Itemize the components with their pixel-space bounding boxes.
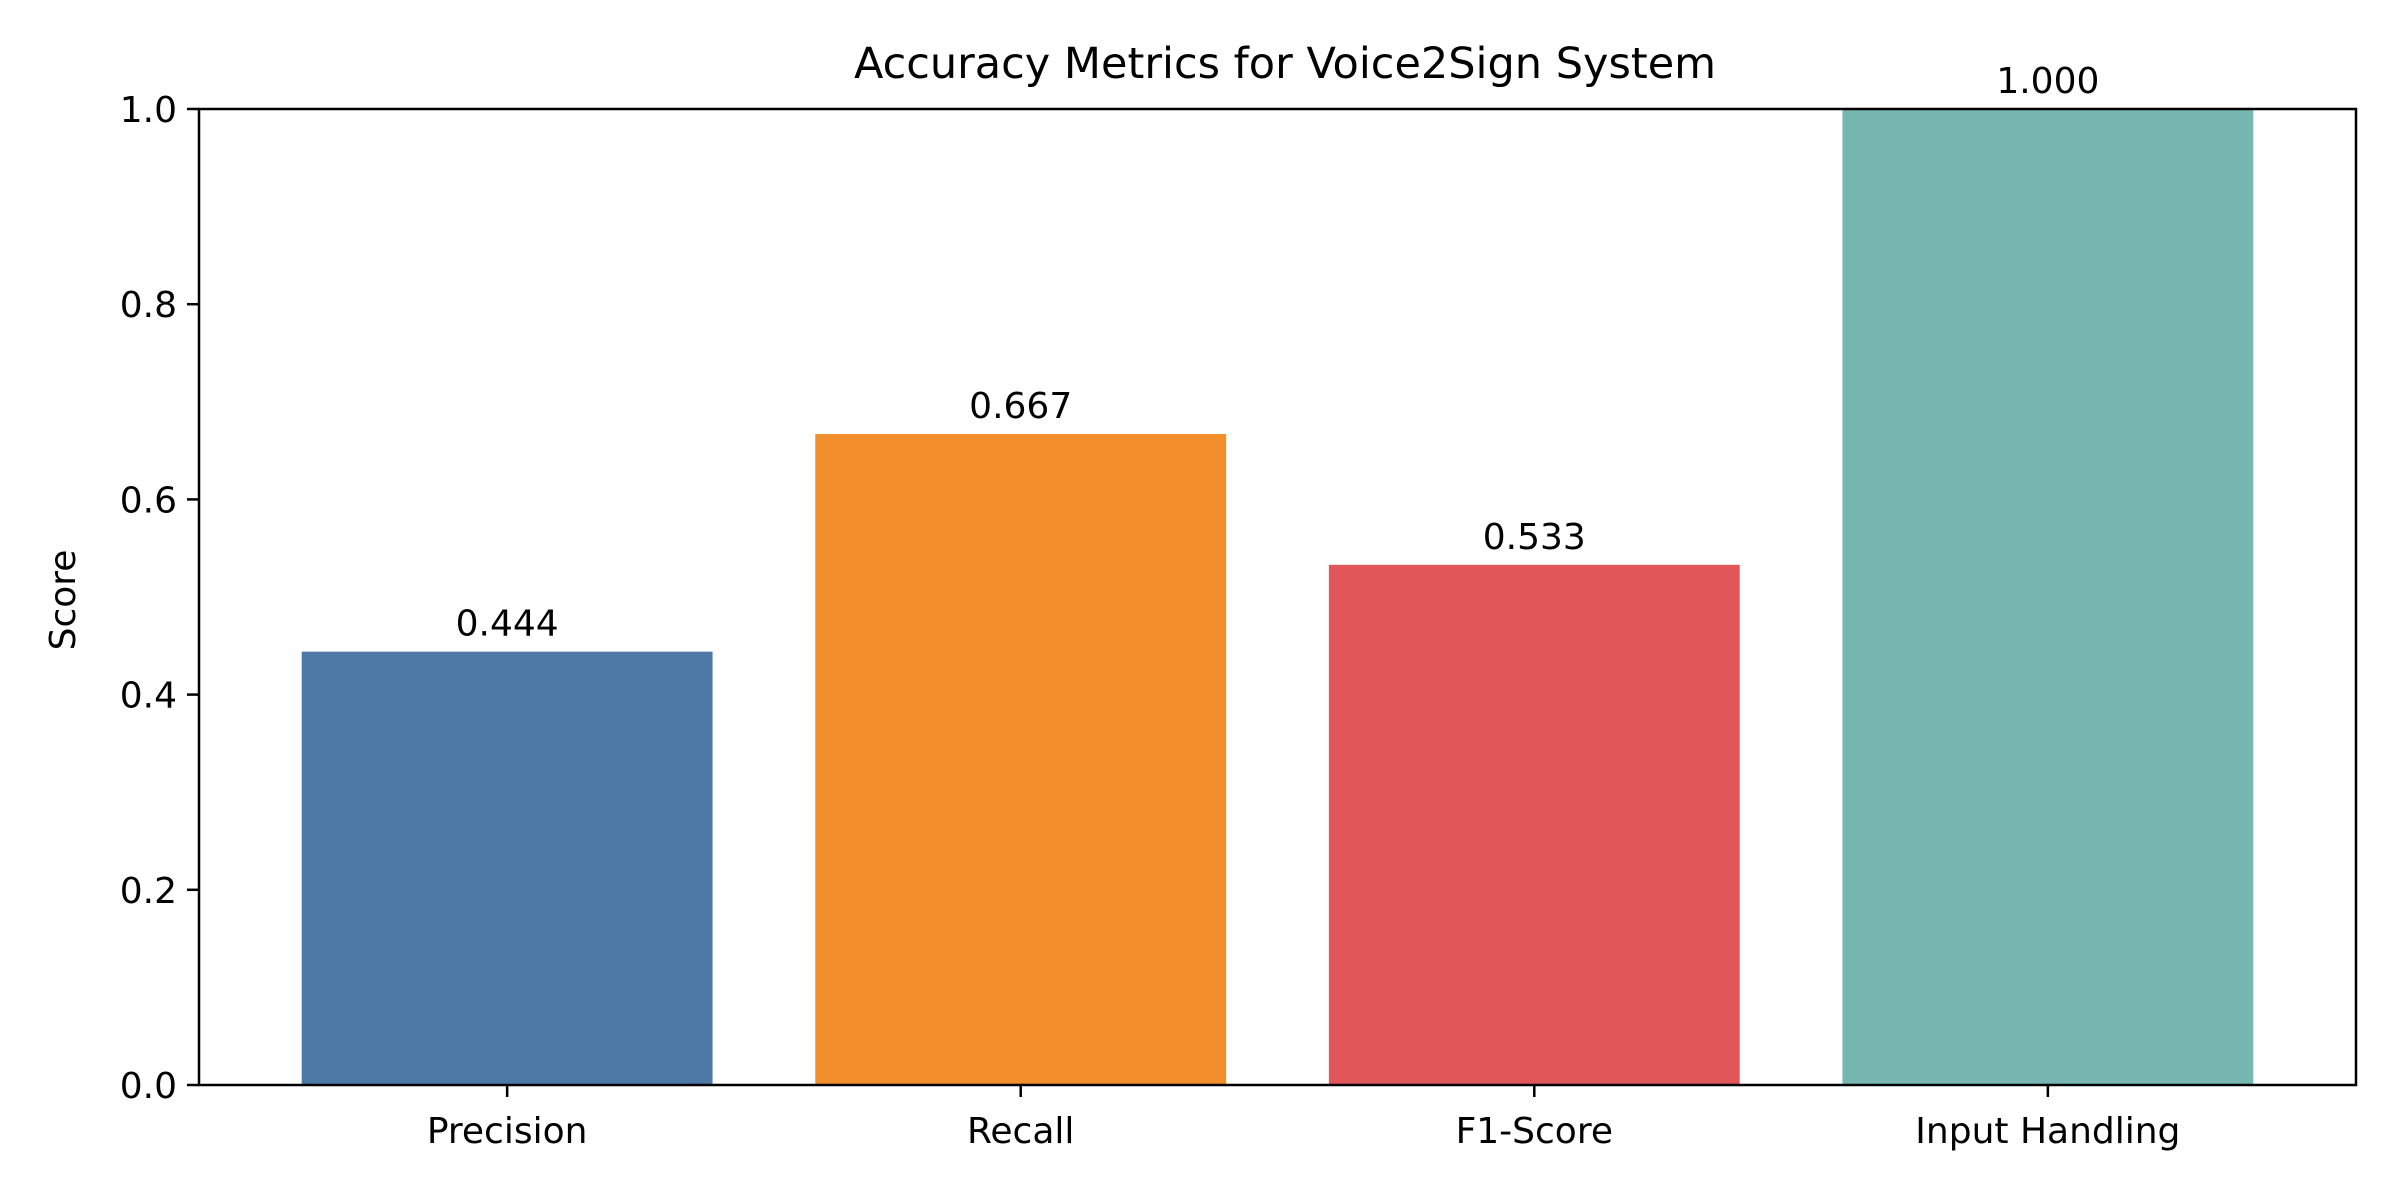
data-label: 0.533 bbox=[1483, 517, 1586, 558]
y-tick-label: 1.0 bbox=[120, 90, 177, 131]
bar-input-handling bbox=[1842, 109, 2254, 1085]
x-tick-label: Input Handling bbox=[1915, 1111, 2180, 1152]
y-tick-label: 0.8 bbox=[120, 285, 177, 326]
data-label: 0.667 bbox=[969, 386, 1072, 427]
bar-precision bbox=[301, 651, 713, 1085]
y-tick-label: 0.6 bbox=[120, 480, 177, 521]
x-tick-label: F1-Score bbox=[1456, 1111, 1613, 1152]
y-tick-label: 0.2 bbox=[120, 871, 177, 912]
data-label: 0.444 bbox=[456, 604, 559, 645]
x-tick-label: Recall bbox=[967, 1111, 1074, 1152]
bars-layer: 0.444 0.667 0.533 1.000 bbox=[301, 61, 2254, 1085]
plot-frame bbox=[197, 107, 2358, 1087]
x-tick-label: Precision bbox=[427, 1111, 588, 1152]
bar-f1-score bbox=[1328, 564, 1740, 1085]
y-tick-label: 0.4 bbox=[120, 676, 177, 717]
axes-layer: 0.0 0.2 0.4 0.6 0.8 1.0 Precision Recall F1-Scor… bbox=[120, 90, 2358, 1152]
data-label: 1.000 bbox=[1996, 61, 2099, 102]
y-tick-label: 0.0 bbox=[120, 1066, 177, 1107]
bar-recall bbox=[815, 434, 1227, 1085]
y-axis-title: Score bbox=[43, 550, 84, 651]
chart-title: Accuracy Metrics for Voice2Sign System bbox=[854, 39, 1716, 89]
